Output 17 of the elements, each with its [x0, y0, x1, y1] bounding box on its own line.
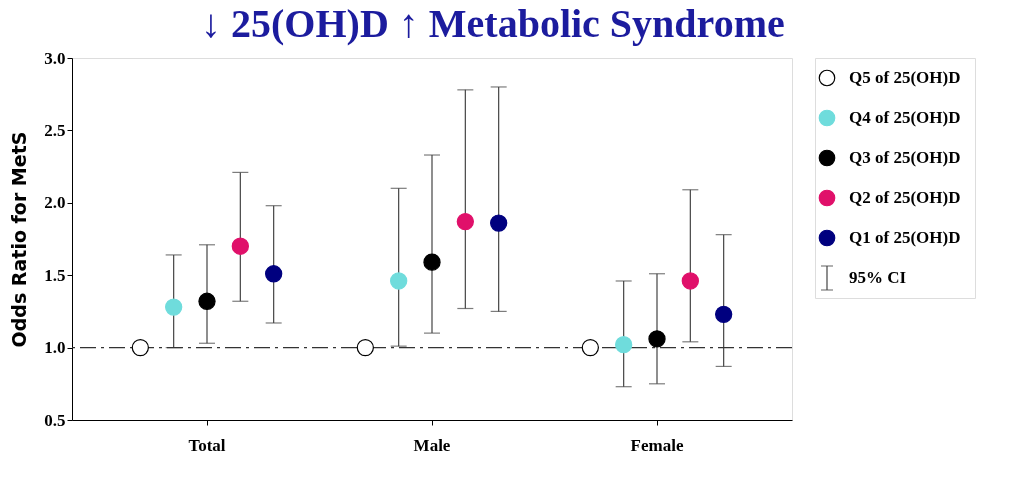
y-tick-label: 1.5 [44, 265, 66, 285]
y-tick-label: 0.5 [44, 410, 66, 430]
chart-title: ↓ 25(OH)D ↑ Metabolic Syndrome [201, 0, 785, 46]
y-tick-label: 3.0 [44, 48, 66, 68]
x-tick-label: Female [630, 435, 684, 455]
legend-label: Q3 of 25(OH)D [849, 148, 961, 167]
y-tick-label: 2.5 [44, 120, 66, 140]
y-tick-label: 2.0 [44, 193, 66, 213]
y-axis-title: Odds Ratio for MetS [8, 131, 31, 348]
y-tick-label: 1.0 [44, 338, 66, 358]
text: 95% CI [849, 268, 907, 287]
legend-label: Q4 of 25(OH)D [849, 108, 961, 127]
x-tick-label: Total [188, 435, 226, 455]
legend-label: Q1 of 25(OH)D [849, 228, 961, 247]
legend-label: Q2 of 25(OH)D [849, 188, 961, 207]
x-tick-label: Male [413, 435, 451, 455]
legend-label: Q5 of 25(OH)D [849, 68, 961, 87]
